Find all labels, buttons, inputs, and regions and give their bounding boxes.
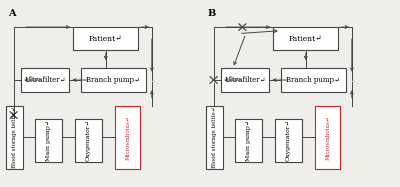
Text: Oxygenator↵: Oxygenator↵ bbox=[86, 119, 91, 161]
Bar bbox=[281, 68, 346, 92]
Bar bbox=[206, 106, 223, 169]
Text: Main pump↵: Main pump↵ bbox=[246, 120, 251, 161]
Text: A: A bbox=[8, 9, 16, 18]
Text: Oxygenator↵: Oxygenator↵ bbox=[286, 119, 291, 161]
Bar bbox=[75, 119, 102, 162]
Bar bbox=[81, 68, 146, 92]
Text: Main pump↵: Main pump↵ bbox=[46, 120, 51, 161]
Bar bbox=[115, 106, 140, 169]
Text: Microembolus↵: Microembolus↵ bbox=[325, 115, 330, 160]
Bar bbox=[21, 68, 69, 92]
Text: Branch pump↵: Branch pump↵ bbox=[86, 76, 140, 84]
Text: Patient↵: Patient↵ bbox=[289, 35, 322, 43]
Text: Ultrafilter↵: Ultrafilter↵ bbox=[224, 76, 266, 84]
Bar bbox=[6, 106, 23, 169]
Text: Microembolus↵: Microembolus↵ bbox=[125, 115, 130, 160]
Bar bbox=[35, 119, 62, 162]
Bar bbox=[315, 106, 340, 169]
Text: Branch pump↵: Branch pump↵ bbox=[286, 76, 340, 84]
Bar bbox=[275, 119, 302, 162]
Bar bbox=[235, 119, 262, 162]
Bar bbox=[73, 27, 138, 50]
Text: Ultrafilter↵: Ultrafilter↵ bbox=[24, 76, 66, 84]
Text: B: B bbox=[208, 9, 216, 18]
Text: Patient↵: Patient↵ bbox=[89, 35, 122, 43]
Bar bbox=[221, 68, 269, 92]
Bar bbox=[273, 27, 338, 50]
Text: Blood storage bottle↵: Blood storage bottle↵ bbox=[212, 107, 217, 168]
Text: Blood storage bottle↵: Blood storage bottle↵ bbox=[12, 107, 17, 168]
